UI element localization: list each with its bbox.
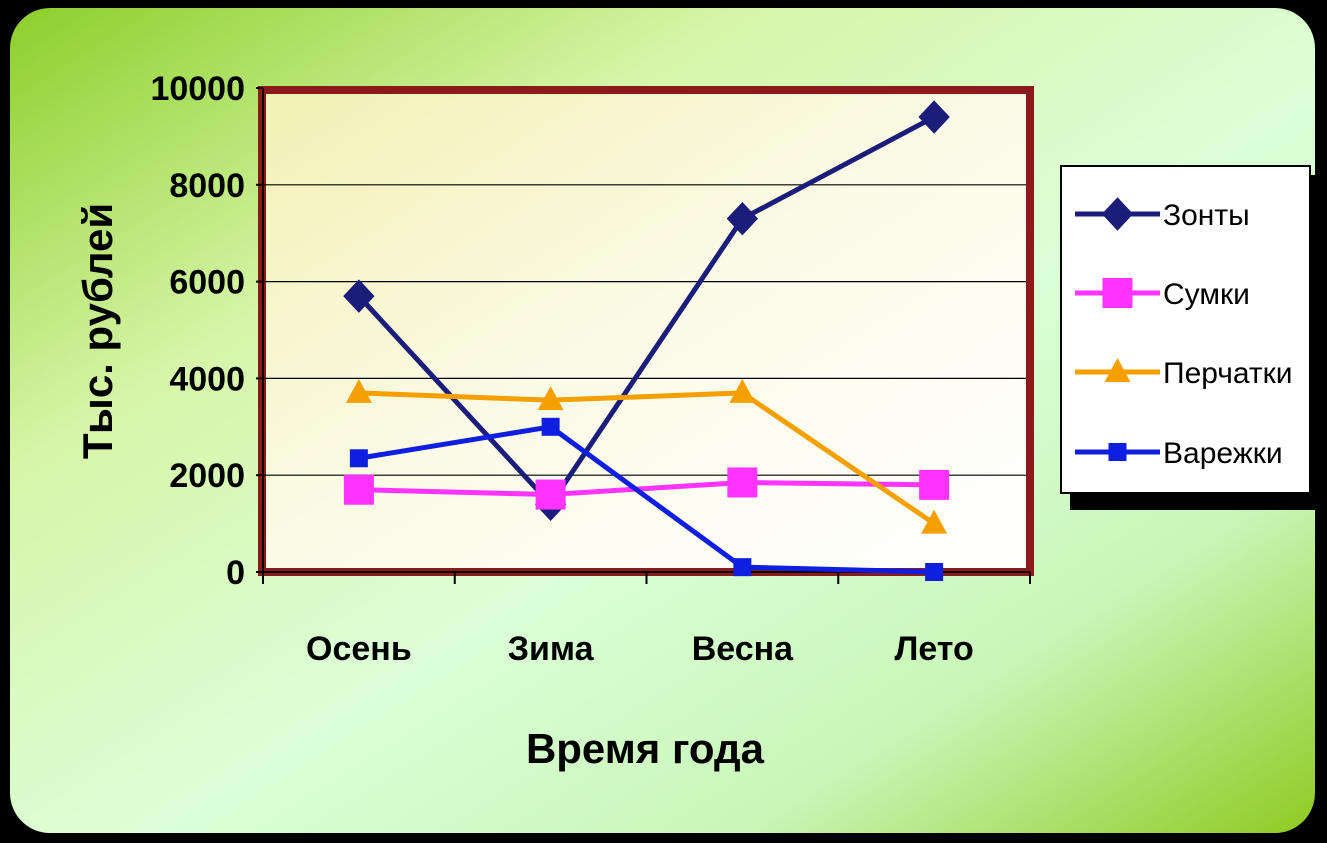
y-tick-label: 0 bbox=[226, 554, 245, 592]
data-point bbox=[535, 479, 566, 510]
gridlines bbox=[263, 184, 1026, 476]
y-tick-label: 2000 bbox=[169, 457, 245, 495]
data-point bbox=[729, 378, 756, 403]
legend-label: Сумки bbox=[1163, 278, 1250, 311]
legend: Зонты Сумки Перчатки Варежки bbox=[1075, 197, 1293, 470]
legend-box bbox=[1060, 165, 1311, 494]
series-2 bbox=[343, 467, 950, 510]
data-point bbox=[921, 509, 948, 534]
series-3 bbox=[345, 378, 948, 534]
legend-label: Перчатки bbox=[1163, 357, 1293, 390]
x-category-label: Весна bbox=[692, 630, 794, 668]
y-tick-label: 4000 bbox=[169, 360, 245, 398]
legend-marker bbox=[1108, 443, 1127, 461]
data-point bbox=[343, 279, 375, 313]
series-line bbox=[357, 114, 936, 507]
data-point bbox=[537, 386, 564, 411]
y-tick-labels: 0 2000 4000 6000 8000 10000 bbox=[150, 70, 263, 592]
data-point bbox=[727, 467, 758, 498]
data-point bbox=[343, 474, 374, 505]
x-category-label: Зима bbox=[508, 630, 595, 668]
x-category-label: Лето bbox=[894, 630, 973, 668]
series-4 bbox=[349, 417, 944, 581]
y-tick-label: 6000 bbox=[169, 264, 245, 302]
legend-marker bbox=[1104, 358, 1131, 382]
legend-item: Перчатки bbox=[1075, 357, 1293, 390]
x-category-label: Осень bbox=[306, 630, 412, 668]
series-line bbox=[358, 424, 935, 575]
data-point bbox=[726, 201, 759, 236]
data-point bbox=[349, 449, 368, 468]
data-point bbox=[925, 563, 944, 581]
y-tick-label: 10000 bbox=[150, 70, 245, 108]
x-axis-title: Время года bbox=[526, 725, 765, 772]
data-point bbox=[919, 469, 950, 500]
series-group bbox=[343, 100, 950, 581]
data-point bbox=[733, 558, 752, 577]
data-point bbox=[541, 417, 560, 436]
legend-marker bbox=[1102, 278, 1133, 308]
legend-item: Варежки bbox=[1075, 437, 1283, 470]
data-point bbox=[918, 100, 950, 134]
legend-item: Сумки bbox=[1075, 278, 1250, 311]
legend-label: Зонты bbox=[1163, 199, 1250, 232]
data-point bbox=[345, 378, 372, 403]
series-line bbox=[358, 479, 935, 498]
legend-label: Варежки bbox=[1163, 437, 1283, 470]
y-tick-label: 8000 bbox=[169, 167, 245, 205]
legend-item: Зонты bbox=[1075, 197, 1250, 232]
y-axis-title: Тыс. рублей bbox=[74, 203, 121, 459]
legend-marker bbox=[1101, 197, 1134, 231]
x-tick-labels: Осень Зима Весна Лето bbox=[262, 572, 1031, 668]
series-line bbox=[358, 390, 936, 526]
